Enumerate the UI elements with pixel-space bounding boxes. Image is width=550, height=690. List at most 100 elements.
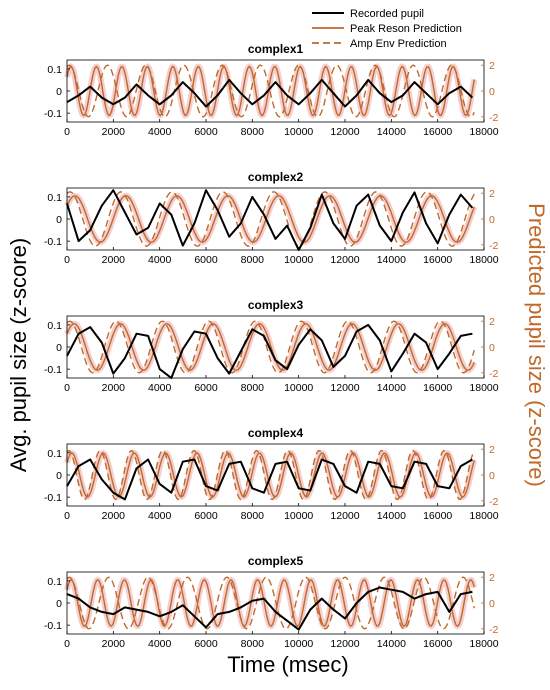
y-tick-label-right: 0 xyxy=(489,598,495,610)
y-tick-label-left: 0.1 xyxy=(47,64,62,76)
y-tick-label-right: -2 xyxy=(489,240,498,252)
x-tick-label: 12000 xyxy=(330,638,359,650)
y-tick-label-right: 2 xyxy=(489,316,495,328)
x-tick-label: 2000 xyxy=(102,638,126,650)
x-tick-label: 8000 xyxy=(241,638,265,650)
y-tick-label-left: 0 xyxy=(56,342,62,354)
recorded-pupil-line xyxy=(66,189,474,251)
panel-title: complex1 xyxy=(248,42,304,56)
x-tick-label: 14000 xyxy=(377,382,406,394)
panel-complex4: complex4 0 2000 4000 6000 8000 10000 12000 14000… xyxy=(44,426,499,522)
x-tick-label: 18000 xyxy=(469,510,498,522)
y-tick-label-left: 0 xyxy=(56,598,62,610)
y-tick-label-right: -2 xyxy=(489,368,498,380)
panel-complex5: complex5 0 2000 4000 6000 8000 10000 12000 14000… xyxy=(44,554,499,650)
x-tick-label: 0 xyxy=(64,254,70,266)
x-tick-label: 18000 xyxy=(469,254,498,266)
y-tick-label-left: 0 xyxy=(56,214,62,226)
amp-env-prediction-line xyxy=(66,64,475,118)
x-tick-label: 6000 xyxy=(194,382,218,394)
x-tick-label: 12000 xyxy=(330,254,359,266)
recorded-pupil-line xyxy=(66,323,473,379)
x-tick-label: 8000 xyxy=(241,126,265,138)
y-tick-label-right: -2 xyxy=(489,496,498,508)
x-tick-label: 6000 xyxy=(194,254,218,266)
x-tick-label: 2000 xyxy=(102,126,126,138)
y-tick-label-left: -0.1 xyxy=(44,492,62,504)
y-tick-label-right: 2 xyxy=(489,188,495,200)
y-tick-label-left: -0.1 xyxy=(44,108,62,120)
x-tick-label: 4000 xyxy=(148,126,172,138)
x-tick-label: 0 xyxy=(64,382,70,394)
x-tick-label: 0 xyxy=(64,126,70,138)
recorded-pupil-line xyxy=(66,458,473,501)
recorded-pupil-line xyxy=(66,586,473,631)
x-tick-label: 2000 xyxy=(102,254,126,266)
x-tick-label: 14000 xyxy=(377,510,406,522)
x-tick-label: 8000 xyxy=(241,254,265,266)
y-tick-label-right: -2 xyxy=(489,624,498,636)
x-tick-label: 14000 xyxy=(377,638,406,650)
legend-label-peak-reson: Peak Reson Prediction xyxy=(350,23,462,35)
y-tick-label-left: -0.1 xyxy=(44,236,62,248)
x-tick-label: 14000 xyxy=(377,126,406,138)
x-tick-label: 10000 xyxy=(284,254,313,266)
panel-complex2: complex2 0 2000 4000 6000 8000 10000 12000 14000… xyxy=(44,170,499,266)
x-tick-label: 12000 xyxy=(330,510,359,522)
y-tick-label-left: 0 xyxy=(56,470,62,482)
y-tick-label-left: 0 xyxy=(56,86,62,98)
y-tick-label-right: 0 xyxy=(489,214,495,226)
x-tick-label: 4000 xyxy=(148,254,172,266)
x-tick-label: 16000 xyxy=(423,638,452,650)
amp-env-prediction-line xyxy=(66,449,475,501)
peak-reson-prediction-line xyxy=(66,195,475,243)
x-tick-label: 18000 xyxy=(469,382,498,394)
x-tick-label: 8000 xyxy=(241,510,265,522)
x-tick-label: 18000 xyxy=(469,638,498,650)
y-tick-label-right: 2 xyxy=(489,60,495,72)
x-tick-label: 18000 xyxy=(469,126,498,138)
y-tick-label-right: 0 xyxy=(489,470,495,482)
legend: Recorded pupil Peak Reson Prediction Amp… xyxy=(312,8,462,50)
y-axis-label-left: Avg. pupil size (z-score) xyxy=(6,238,31,472)
panel-complex3: complex3 0 2000 4000 6000 8000 10000 12000 14000… xyxy=(44,298,499,394)
panel-title: complex4 xyxy=(248,426,304,440)
peak-reson-prediction-line xyxy=(66,578,475,628)
x-axis-label: Time (msec) xyxy=(227,652,348,677)
x-tick-label: 14000 xyxy=(377,254,406,266)
y-tick-label-left: -0.1 xyxy=(44,364,62,376)
x-tick-label: 16000 xyxy=(423,510,452,522)
recorded-pupil-line xyxy=(66,78,474,108)
x-tick-label: 2000 xyxy=(102,510,126,522)
y-tick-label-left: -0.1 xyxy=(44,620,62,632)
x-tick-label: 0 xyxy=(64,638,70,650)
x-tick-label: 4000 xyxy=(148,510,172,522)
y-tick-label-left: 0.1 xyxy=(47,192,62,204)
x-tick-label: 4000 xyxy=(148,638,172,650)
y-tick-label-right: 2 xyxy=(489,572,495,584)
legend-label-amp-env: Amp Env Prediction xyxy=(350,38,447,50)
panel-title: complex2 xyxy=(248,170,304,184)
legend-label-recorded: Recorded pupil xyxy=(350,8,424,20)
x-tick-label: 12000 xyxy=(330,382,359,394)
amp-env-prediction-line xyxy=(66,576,475,630)
x-tick-label: 10000 xyxy=(284,126,313,138)
y-tick-label-right: -2 xyxy=(489,112,498,124)
x-tick-label: 12000 xyxy=(330,126,359,138)
panel-complex1: complex1 0 2000 4000 6000 8000 10000 12000 14000… xyxy=(44,42,499,138)
x-tick-label: 6000 xyxy=(194,126,218,138)
x-tick-label: 6000 xyxy=(194,510,218,522)
x-tick-label: 16000 xyxy=(423,382,452,394)
x-tick-label: 10000 xyxy=(284,638,313,650)
y-axis-label-right: Predicted pupil size (z-score) xyxy=(524,203,549,487)
y-tick-label-left: 0.1 xyxy=(47,448,62,460)
y-tick-label-right: 0 xyxy=(489,86,495,98)
x-tick-label: 2000 xyxy=(102,382,126,394)
amp-env-prediction-line xyxy=(66,320,475,374)
x-tick-label: 10000 xyxy=(284,382,313,394)
panel-title: complex5 xyxy=(248,554,304,568)
x-tick-label: 8000 xyxy=(241,382,265,394)
y-tick-label-right: 0 xyxy=(489,342,495,354)
